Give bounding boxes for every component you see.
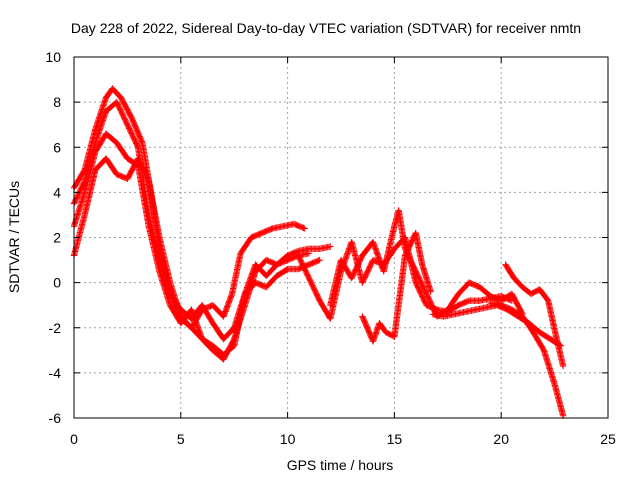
tick-layer: 0 5 10 15 20 25 -6 -4 -2 0 2 4 6 8 10 bbox=[45, 49, 616, 447]
chart-title: Day 228 of 2022, Sidereal Day-to-day VTE… bbox=[71, 20, 581, 36]
data-point bbox=[559, 362, 567, 370]
y-tick-label: -2 bbox=[49, 320, 62, 336]
data-point bbox=[134, 142, 141, 150]
y-tick-label: 2 bbox=[53, 230, 61, 246]
x-tick-label: 0 bbox=[70, 431, 78, 447]
x-tick-label: 15 bbox=[387, 431, 403, 447]
x-tick-label: 20 bbox=[493, 431, 509, 447]
y-tick-label: 10 bbox=[45, 49, 61, 65]
y-tick-label: 0 bbox=[53, 275, 61, 291]
y-tick-label: 8 bbox=[53, 94, 61, 110]
x-tick-label: 5 bbox=[177, 431, 185, 447]
series-track-6 bbox=[327, 207, 526, 320]
y-axis-label: SDTVAR / TECUs bbox=[6, 181, 22, 293]
data-point bbox=[316, 256, 323, 264]
data-point bbox=[300, 224, 307, 232]
x-tick-label: 25 bbox=[600, 431, 616, 447]
series-track-10 bbox=[487, 299, 567, 419]
y-tick-label: 6 bbox=[53, 139, 61, 155]
data-layer bbox=[70, 85, 567, 419]
data-point bbox=[315, 257, 322, 264]
data-point bbox=[301, 225, 308, 232]
series-track-4 bbox=[70, 155, 323, 359]
data-point bbox=[427, 288, 434, 295]
series-track-9 bbox=[502, 261, 567, 370]
data-point bbox=[327, 243, 334, 250]
series-track-1 bbox=[70, 85, 308, 331]
y-tick-label: 4 bbox=[53, 184, 61, 200]
x-axis-label: GPS time / hours bbox=[287, 457, 394, 473]
y-tick-label: -6 bbox=[49, 410, 62, 426]
x-tick-label: 10 bbox=[280, 431, 296, 447]
series-track-7 bbox=[359, 229, 434, 345]
data-point bbox=[305, 250, 313, 257]
y-tick-label: -4 bbox=[49, 365, 62, 381]
